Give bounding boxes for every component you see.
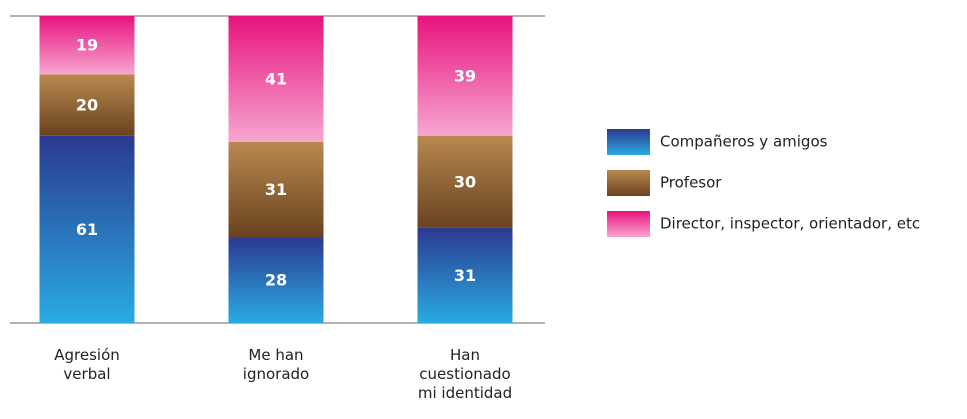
bar-segment: [228, 237, 324, 323]
data-label: 31: [454, 266, 476, 285]
bar-segment: [228, 16, 324, 142]
bar-segment: [39, 135, 135, 323]
x-tick-label: Han cuestionado mi identidad: [417, 346, 513, 402]
data-label: 30: [454, 172, 476, 191]
data-label: 19: [76, 36, 98, 55]
bar-segment: [417, 135, 513, 228]
bar-segment: [228, 141, 324, 238]
legend-swatch: [607, 211, 650, 237]
data-label: 41: [265, 69, 287, 88]
bar-segment: [417, 227, 513, 323]
data-label: 20: [76, 96, 98, 115]
data-label: 31: [265, 180, 287, 199]
legend-label: Profesor: [660, 174, 722, 192]
bar-segment: [39, 74, 135, 136]
legend-label: Compañeros y amigos: [660, 133, 828, 151]
legend-swatch: [607, 129, 650, 155]
legend-swatch: [607, 170, 650, 196]
data-label: 39: [454, 66, 476, 85]
data-label: 61: [76, 220, 98, 239]
data-label: 28: [265, 271, 287, 290]
bar-segment: [39, 16, 135, 75]
x-tick-label: Agresión verbal: [54, 346, 120, 383]
x-tick-label: Me han ignorado: [242, 346, 310, 383]
bar-segment: [417, 16, 513, 136]
legend-label: Director, inspector, orientador, etc: [660, 215, 920, 233]
